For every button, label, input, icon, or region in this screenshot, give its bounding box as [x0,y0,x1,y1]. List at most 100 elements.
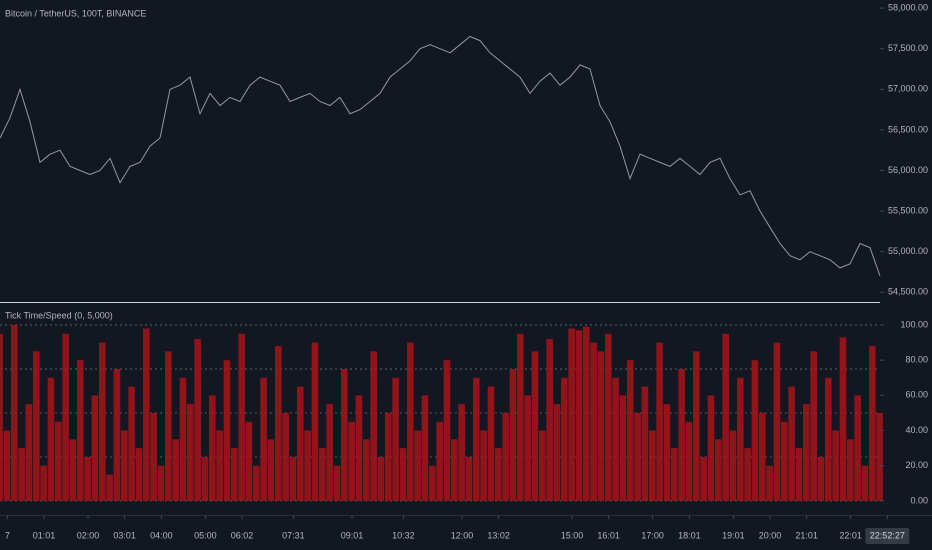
histogram-bar [106,474,113,501]
histogram-bar [223,360,231,501]
x-tick-label: 03:01 [113,530,136,540]
histogram-bar [135,448,143,501]
histogram-bar [304,430,311,501]
histogram-bar [663,404,671,501]
histogram-bar [641,386,649,501]
x-tick-label: 09:01 [341,530,364,540]
histogram-bar [267,439,275,501]
histogram-bar [737,377,744,501]
x-tick-label: 15:00 [561,530,584,540]
histogram-bar [487,386,495,501]
y-tick-label: 20.00 [905,460,928,470]
histogram-bar [414,430,421,501]
histogram-bar [649,430,656,501]
histogram-bar [561,377,568,501]
histogram-bar [634,412,641,501]
y-tick-label: 54,500.00 [888,287,928,297]
histogram-bar [825,377,832,501]
histogram-bar [502,412,509,501]
histogram-bar [495,448,502,501]
histogram-bar [363,439,370,501]
histogram-bar [832,430,839,501]
histogram-bar [11,324,18,501]
histogram-bar [348,421,355,501]
indicator-title: Tick Time/Speed (0, 5,000) [5,310,113,320]
x-tick-label: 22:52:27 [870,530,905,540]
histogram-bar [282,412,289,501]
y-tick-label: 56,500.00 [888,124,928,134]
x-tick-label: 10:32 [392,530,415,540]
histogram-bar [275,346,282,501]
x-tick-label: 20:00 [759,530,782,540]
histogram-bar [678,368,685,501]
histogram-bar [209,395,216,501]
histogram-bar [69,439,77,501]
histogram-bar [722,333,729,501]
x-tick-label: 02:00 [77,530,100,540]
histogram-bar [656,342,663,501]
y-tick-label: 55,500.00 [888,205,928,215]
histogram-bar [803,404,810,501]
x-tick-label: 21:01 [795,530,818,540]
histogram-bar [795,448,803,501]
histogram-bar [597,351,605,501]
histogram-bar [201,456,209,501]
price-line [0,35,881,277]
current-time-box [865,528,910,544]
histogram-bar [847,439,854,501]
x-tick-label: 13:02 [487,530,510,540]
histogram-bar [781,421,788,501]
histogram-bar [759,412,766,501]
histogram-bar [817,456,825,501]
histogram-bar [260,377,267,501]
histogram-bar [788,386,795,501]
histogram-bar [480,430,487,501]
histogram-bar [590,342,597,501]
x-tick-label: 18:01 [678,530,701,540]
histogram-bar [245,421,253,501]
y-tick-label: 57,000.00 [888,84,928,94]
histogram-bar [333,465,341,501]
histogram-bar [583,326,590,501]
histogram-bar [458,404,465,501]
x-tick-label: 19:01 [722,530,745,540]
histogram-bar [392,377,399,501]
histogram-bar [377,456,385,501]
histogram-bar [707,395,715,501]
x-tick-label: 06:02 [231,530,254,540]
histogram-bar [62,333,69,501]
histogram-bar [179,377,187,501]
histogram-bar [341,368,348,501]
histogram-bar [84,456,91,501]
x-tick-label: 01:01 [33,530,56,540]
histogram-bar [289,456,297,501]
histogram-bar [861,465,869,501]
histogram-bar [143,328,150,501]
histogram-bar [546,339,553,501]
histogram-bar [297,386,304,501]
histogram-bar [319,448,326,501]
histogram-bar [429,465,436,501]
histogram-bar [509,368,517,501]
histogram-bar [605,333,612,501]
histogram-bar [113,368,121,501]
histogram-bar [253,465,260,501]
histogram-bar [627,360,634,501]
histogram-bar [40,465,47,501]
y-tick-label: 55,000.00 [888,246,928,256]
histogram-bar [55,421,62,501]
histogram-bar [810,351,817,501]
histogram-bar [465,456,473,501]
histogram-bar [568,328,575,501]
histogram-bar [326,404,333,501]
histogram-bar [77,360,84,501]
histogram-bar [157,465,165,501]
histogram-bar [839,337,847,501]
histogram-bar [524,395,531,501]
x-tick-label: 16:01 [597,530,620,540]
histogram-bar [773,342,781,501]
x-tick-label: 17:00 [641,530,664,540]
histogram-bar [744,448,751,501]
